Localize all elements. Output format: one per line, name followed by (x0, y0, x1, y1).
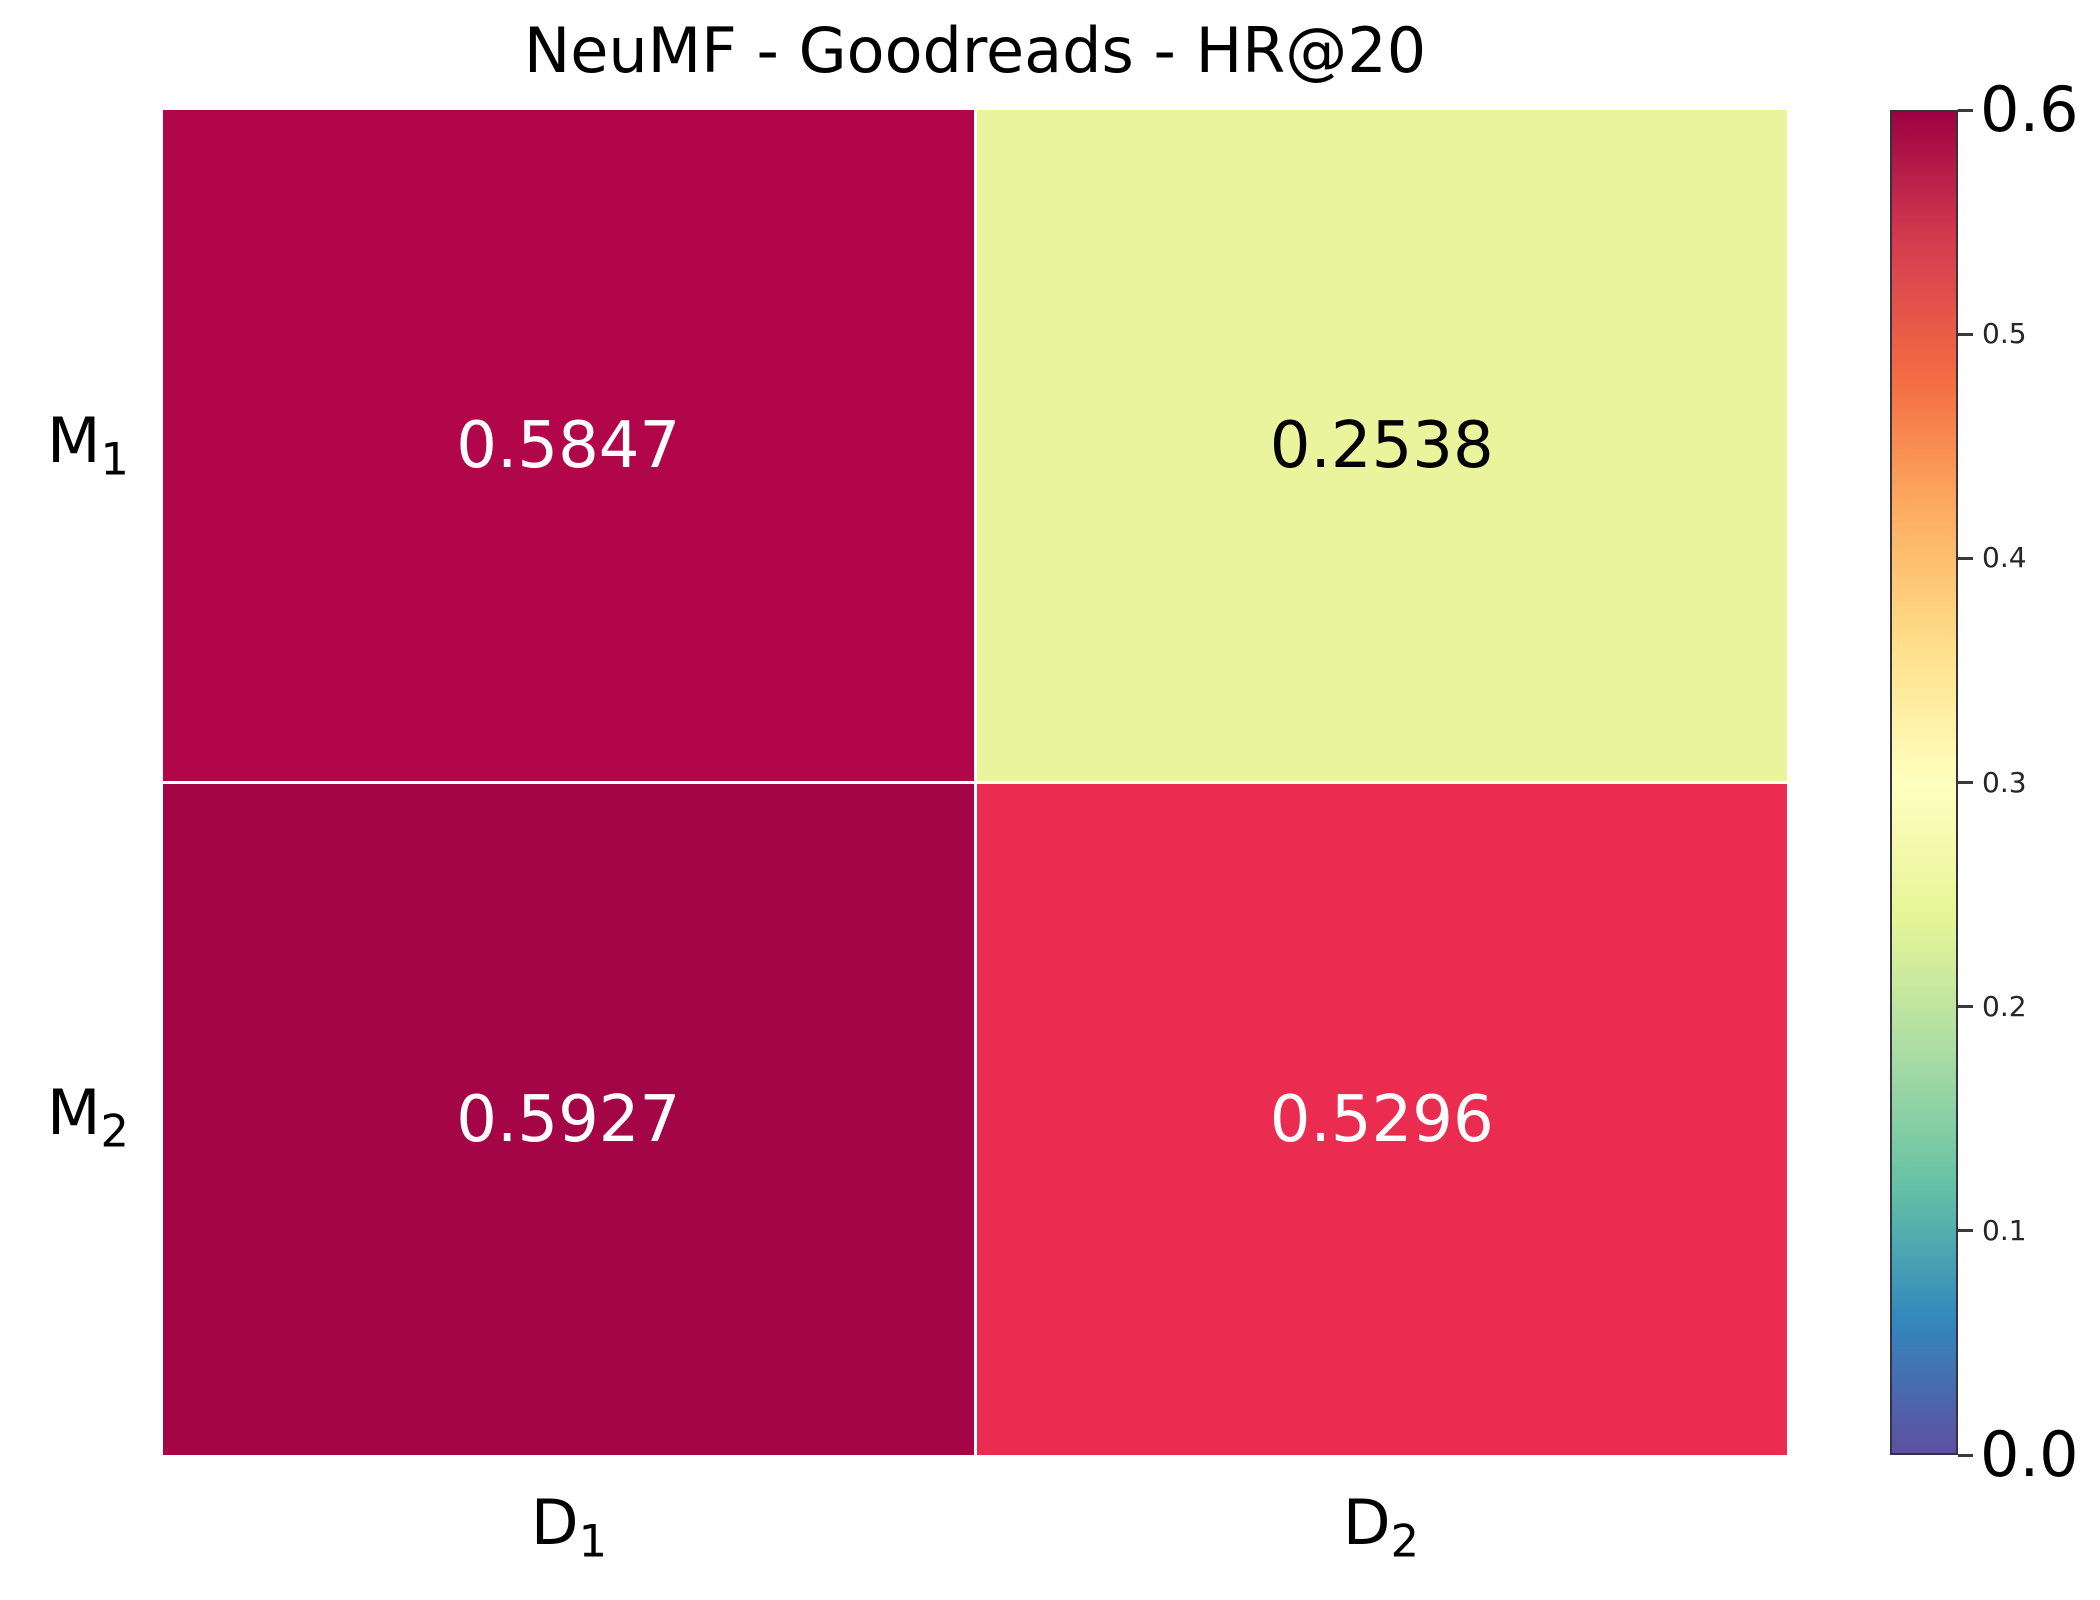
heatmap-cell-m2-d1: 0.5927 (163, 784, 974, 1455)
row-label-m1-sub: 1 (100, 433, 129, 486)
colorbar-tick: 0.5 (1958, 320, 2027, 348)
colorbar-tick: 0.2 (1958, 989, 2027, 1023)
colorbar-tick-mark (1958, 108, 1973, 112)
colorbar-tick-mark (1958, 556, 1973, 560)
colorbar-tick-label: 0.4 (1982, 541, 2027, 575)
colorbar-tick-mark (1958, 1453, 1973, 1457)
colorbar-tick-label: 0.0 (1980, 1418, 2079, 1491)
heatmap-cell-m1-d2: 0.2538 (976, 110, 1787, 781)
colorbar-tick-label: 0.6 (1980, 73, 2079, 146)
colorbar-tick-mark (1958, 332, 1973, 336)
cell-value-m1-d2: 0.2538 (1269, 408, 1494, 483)
col-label-d2-base: D (1342, 1486, 1391, 1559)
heatmap-cell-m2-d2: 0.5296 (976, 784, 1787, 1455)
colorbar-gradient (1890, 110, 1958, 1455)
col-label-d1-base: D (530, 1486, 579, 1559)
colorbar-tick-mark (1958, 781, 1973, 784)
colorbar-tick-max: 0.6 (1958, 79, 2079, 141)
colorbar-tick: 0.1 (1958, 1213, 2027, 1247)
colorbar-tick-min: 0.0 (1958, 1424, 2079, 1486)
colorbar-tick: 0.4 (1958, 544, 2027, 572)
chart-title: NeuMF - Goodreads - HR@20 (523, 14, 1427, 87)
colorbar-tick-label: 0.1 (1982, 1213, 2027, 1247)
row-label-m2: M2 (18, 1081, 158, 1158)
heatmap-grid: 0.5847 0.2538 0.5927 0.5296 (163, 110, 1787, 1455)
colorbar-tick-mark (1958, 1229, 1973, 1233)
colorbar-tick-label: 0.5 (1982, 317, 2027, 351)
col-label-d1: D1 (459, 1492, 679, 1564)
colorbar-tick: 0.3 (1958, 765, 2027, 799)
col-label-d1-sub: 1 (578, 1515, 608, 1568)
row-label-m1: M1 (18, 409, 158, 486)
col-label-d2-sub: 2 (1390, 1515, 1420, 1568)
heatmap-cell-m1-d1: 0.5847 (163, 110, 974, 781)
row-label-m1-base: M (47, 403, 101, 477)
row-label-m2-base: M (47, 1075, 101, 1149)
row-label-m2-sub: 2 (100, 1105, 129, 1158)
col-label-d2: D2 (1271, 1492, 1491, 1564)
colorbar-tick-label: 0.3 (1982, 765, 2027, 799)
cell-value-m2-d2: 0.5296 (1269, 1082, 1494, 1157)
cell-value-m2-d1: 0.5927 (456, 1082, 681, 1157)
colorbar: 0.6 0.5 0.4 0.3 0.2 0.1 0.0 (1890, 79, 2079, 1486)
colorbar-tick-mark (1958, 1005, 1973, 1009)
cell-value-m1-d1: 0.5847 (456, 408, 681, 483)
colorbar-tick-label: 0.2 (1982, 989, 2027, 1023)
